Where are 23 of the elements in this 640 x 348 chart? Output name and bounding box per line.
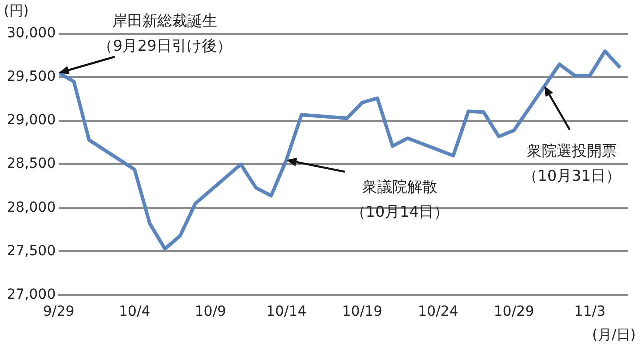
y-axis-title: (円) [4, 4, 29, 20]
annotation: 衆議院解散 [362, 178, 438, 196]
y-tick-label: 27,500 [6, 243, 56, 260]
x-tick-label: 10/4 [119, 304, 151, 320]
y-tick-label: 29,500 [6, 69, 56, 86]
y-tick-label: 28,000 [6, 200, 56, 216]
annotation: （10月31日） [522, 166, 622, 185]
x-tick-label: 10/19 [342, 304, 383, 320]
y-tick-label: 27,000 [6, 286, 56, 303]
x-tick-label: 10/29 [494, 304, 534, 320]
x-tick-label: 10/14 [266, 304, 307, 320]
x-tick-label: 10/9 [194, 304, 226, 320]
annotation: （10月14日） [350, 202, 450, 221]
y-tick-label: 28,500 [6, 156, 56, 172]
annotation: （9月29日引け後） [98, 36, 232, 55]
annotation: 衆院選投開票 [527, 142, 617, 160]
y-tick-label: 29,000 [6, 112, 56, 129]
x-tick-label: 10/24 [418, 304, 459, 320]
x-axis-title: (月/日) [592, 328, 636, 344]
text: 岸田新総裁誕生 [112, 12, 218, 30]
x-tick-label: 9/29 [43, 304, 75, 320]
y-tick-label: 30,000 [6, 26, 56, 42]
x-tick-label: 11/3 [574, 304, 606, 320]
